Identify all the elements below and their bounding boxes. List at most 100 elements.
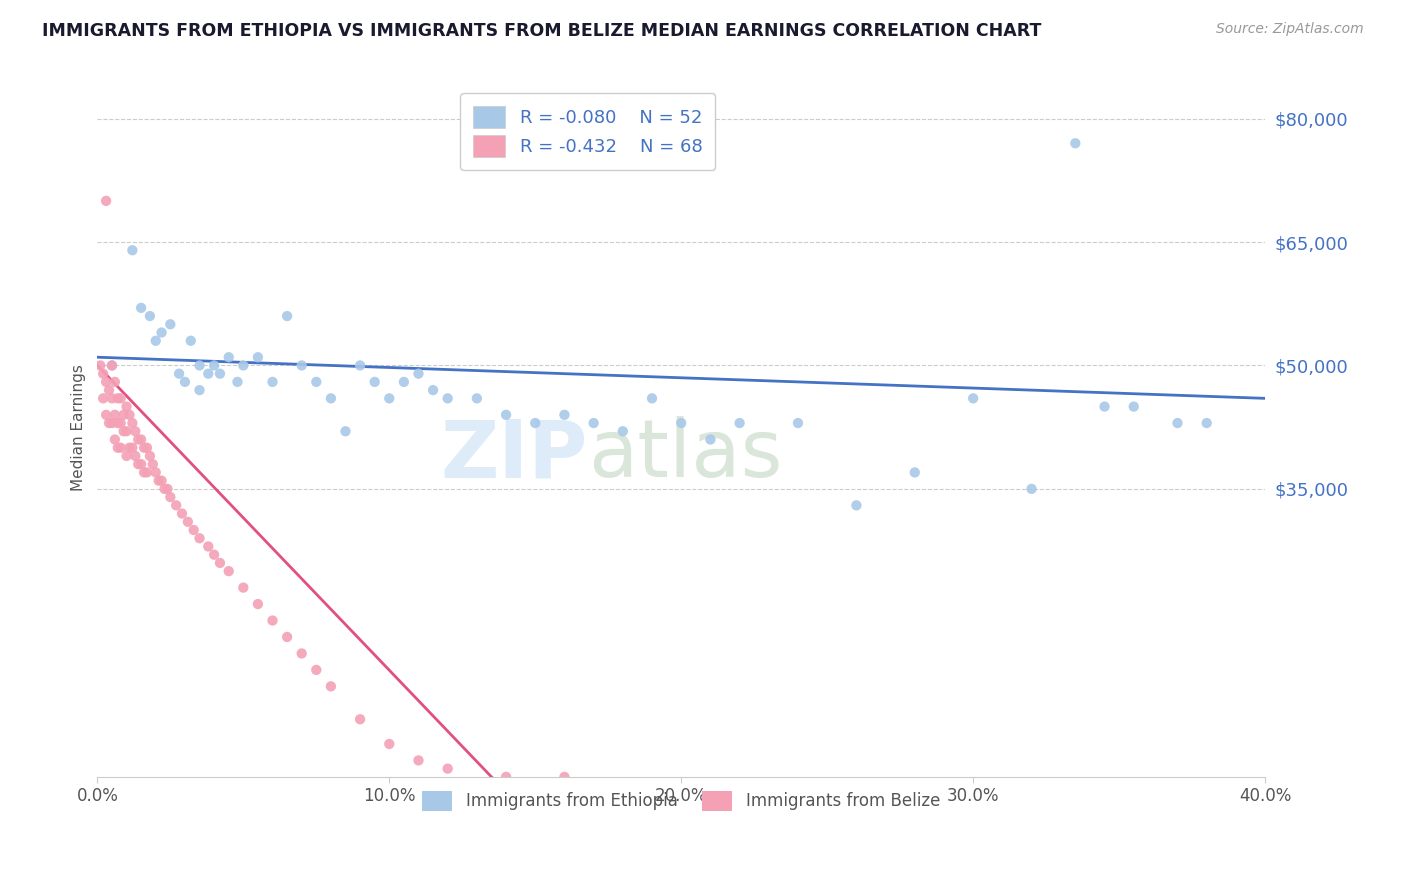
Point [276,630,298,644]
Point [118,408,141,422]
Point [378,737,401,751]
Point [153,482,176,496]
Point [159,490,181,504]
Point [132,466,155,480]
Point [262,375,284,389]
Point [1195,416,1218,430]
Point [232,359,254,373]
Point [180,334,202,348]
Point [142,457,165,471]
Point [132,441,155,455]
Point [1122,400,1144,414]
Point [101,359,124,373]
Y-axis label: Median Earnings: Median Earnings [72,364,86,491]
Point [94,375,117,389]
Point [101,359,124,373]
Point [115,400,138,414]
Point [553,770,575,784]
Point [188,383,211,397]
Point [465,392,488,406]
Point [495,770,517,784]
Point [202,359,225,373]
Point [202,548,225,562]
Point [177,515,200,529]
Point [582,416,605,430]
Point [156,482,179,496]
Point [110,441,132,455]
Point [363,375,385,389]
Point [91,392,114,406]
Point [104,408,127,422]
Point [118,441,141,455]
Point [94,194,117,208]
Text: ZIP: ZIP [440,417,588,494]
Point [174,375,197,389]
Point [422,383,444,397]
Point [98,383,121,397]
Point [524,416,547,430]
Point [276,309,298,323]
Point [94,408,117,422]
Point [218,350,240,364]
Point [305,663,328,677]
Point [104,433,127,447]
Point [335,424,357,438]
Point [392,375,415,389]
Point [319,679,342,693]
Point [787,416,810,430]
Point [845,499,868,513]
Point [170,507,193,521]
Point [904,466,927,480]
Point [232,581,254,595]
Point [129,301,152,315]
Point [183,523,205,537]
Point [699,433,721,447]
Point [127,433,149,447]
Point [319,392,342,406]
Point [112,408,135,422]
Point [165,499,187,513]
Point [218,564,240,578]
Point [136,441,159,455]
Point [349,712,371,726]
Point [115,424,138,438]
Text: IMMIGRANTS FROM ETHIOPIA VS IMMIGRANTS FROM BELIZE MEDIAN EARNINGS CORRELATION C: IMMIGRANTS FROM ETHIOPIA VS IMMIGRANTS F… [42,22,1042,40]
Point [197,367,219,381]
Point [107,392,129,406]
Point [188,531,211,545]
Point [139,309,162,323]
Point [145,466,167,480]
Point [110,416,132,430]
Point [124,424,146,438]
Point [208,556,231,570]
Point [136,466,159,480]
Point [112,424,135,438]
Point [436,392,458,406]
Point [197,540,219,554]
Point [127,457,149,471]
Point [436,762,458,776]
Point [167,367,190,381]
Point [349,359,371,373]
Point [291,647,314,661]
Point [728,416,751,430]
Point [246,597,269,611]
Point [495,408,517,422]
Point [671,416,693,430]
Point [553,408,575,422]
Text: Source: ZipAtlas.com: Source: ZipAtlas.com [1216,22,1364,37]
Point [145,334,167,348]
Point [121,244,143,258]
Point [1021,482,1043,496]
Point [107,441,129,455]
Point [262,614,284,628]
Point [1064,136,1087,151]
Point [1166,416,1188,430]
Point [305,375,328,389]
Point [159,318,181,332]
Point [121,441,143,455]
Point [408,753,430,767]
Point [107,416,129,430]
Point [408,367,430,381]
Point [91,367,114,381]
